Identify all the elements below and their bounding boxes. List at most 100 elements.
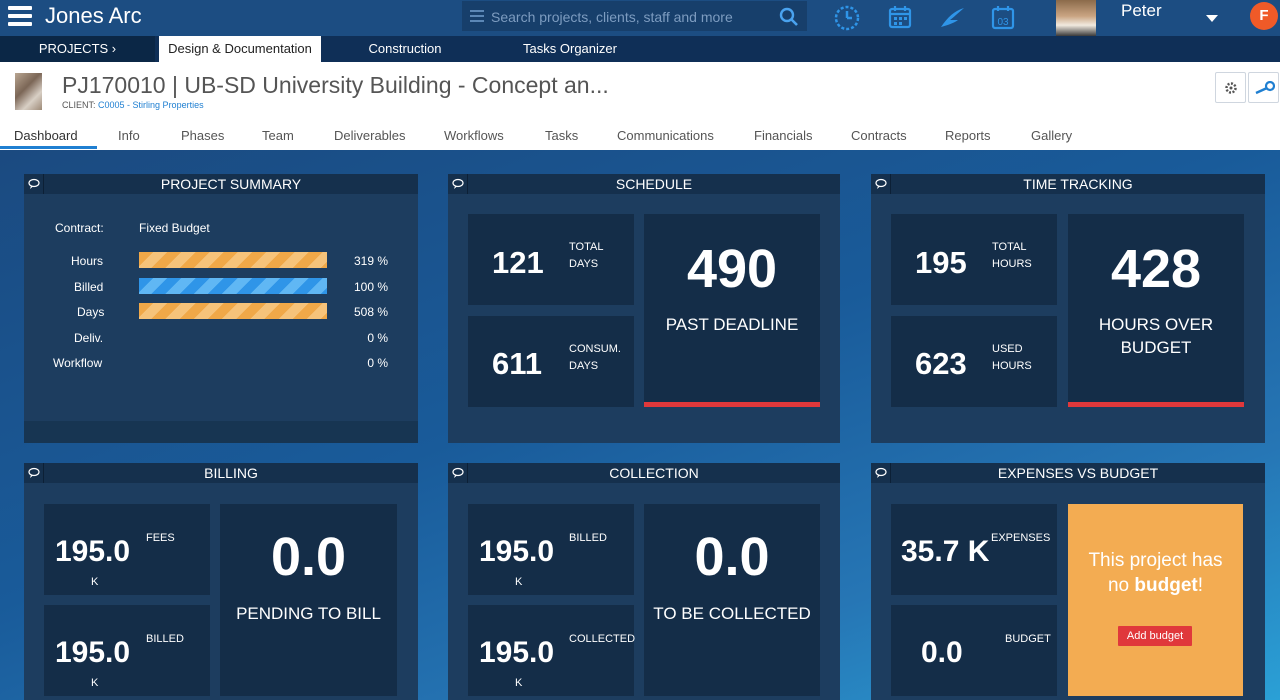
- tab-dashboard[interactable]: Dashboard: [14, 128, 78, 143]
- subnav-item-construction[interactable]: Construction: [368, 41, 442, 56]
- project-thumbnail: [15, 73, 42, 110]
- key-icon: [1255, 80, 1275, 95]
- budget-label: BUDGET: [1005, 633, 1051, 645]
- search-icon[interactable]: [779, 7, 799, 27]
- tab-gallery[interactable]: Gallery: [1031, 128, 1073, 143]
- comment-button[interactable]: [448, 174, 468, 194]
- comment-button[interactable]: [24, 174, 44, 194]
- project-tabs: Dashboard Info Phases Team Deliverables …: [0, 125, 1280, 150]
- panel-header: BILLING: [24, 463, 418, 483]
- project-client: CLIENT: C0005 - Stirling Properties: [62, 100, 204, 110]
- total-hours-tile: 195 TOTAL HOURS: [891, 214, 1057, 305]
- collected-value: 195.0: [479, 636, 555, 669]
- tab-phases[interactable]: Phases: [181, 128, 225, 143]
- collected-tile: 195.0 COLLECTED K: [468, 605, 635, 696]
- summary-row-pct: 100 %: [353, 280, 388, 294]
- billed-label: BILLED: [146, 633, 184, 645]
- calendar-icon[interactable]: [886, 3, 914, 31]
- tab-contracts[interactable]: Contracts: [851, 128, 907, 143]
- collection-panel: COLLECTION 195.0 BILLED K 195.0 COLLECTE…: [448, 463, 840, 700]
- total-hours-label: TOTAL HOURS: [992, 241, 1032, 270]
- billed-tile: 195.0 BILLED K: [44, 605, 210, 696]
- client-link[interactable]: C0005 - Stirling Properties: [98, 100, 204, 110]
- billing-panel: BILLING 195.0 FEES K 195.0 BILLED K 0.0 …: [24, 463, 418, 700]
- comment-button[interactable]: [448, 463, 468, 483]
- collection-billed-tile: 195.0 BILLED K: [468, 504, 634, 595]
- fees-label: FEES: [146, 532, 175, 544]
- menu-icon[interactable]: [8, 6, 32, 28]
- dashboard: PROJECT SUMMARY Contract: Fixed Budget H…: [0, 150, 1280, 700]
- panel-header: COLLECTION: [448, 463, 840, 483]
- project-title: PJ170010 | UB-SD University Building - C…: [62, 72, 609, 98]
- panel-title: SCHEDULE: [615, 176, 693, 192]
- subnav-item-design-documentation[interactable]: Design & Documentation: [159, 36, 321, 62]
- hours-over-budget-caption: HOURS OVER BUDGET: [1098, 315, 1214, 357]
- tab-info[interactable]: Info: [118, 128, 140, 143]
- active-tab-indicator: [0, 146, 97, 149]
- panel-title: PROJECT SUMMARY: [160, 176, 302, 192]
- fees-tile: 195.0 FEES K: [44, 504, 210, 595]
- past-deadline-value: 490: [686, 239, 778, 299]
- consumed-days-label: CONSUM. DAYS: [569, 343, 621, 372]
- summary-row-label: Billed: [74, 280, 104, 294]
- tab-team[interactable]: Team: [262, 128, 294, 143]
- comment-button[interactable]: [24, 463, 44, 483]
- tab-deliverables[interactable]: Deliverables: [334, 128, 406, 143]
- speech-bubble-icon: [452, 467, 464, 478]
- timer-icon[interactable]: [833, 3, 861, 31]
- pending-to-bill-caption: PENDING TO BILL: [236, 604, 381, 623]
- expenses-vs-budget-panel: EXPENSES VS BUDGET 35.7 K EXPENSES 0.0 B…: [871, 463, 1265, 700]
- to-be-collected-tile: 0.0 TO BE COLLECTED: [644, 504, 820, 696]
- subnav-item-tasks-organizer[interactable]: Tasks Organizer: [523, 41, 617, 56]
- collected-unit: K: [515, 677, 523, 689]
- brand-logo-icon[interactable]: F: [1250, 2, 1278, 30]
- consumed-days-value: 611: [492, 346, 543, 381]
- add-budget-button[interactable]: Add budget: [1118, 626, 1192, 646]
- tab-reports[interactable]: Reports: [945, 128, 991, 143]
- app-title[interactable]: Jones Arc: [45, 3, 142, 28]
- speech-bubble-icon: [28, 467, 40, 478]
- settings-button[interactable]: [1215, 72, 1246, 103]
- alert-bar: [644, 402, 820, 407]
- summary-row-label: Hours: [71, 254, 104, 268]
- chevron-down-icon[interactable]: [1206, 15, 1218, 22]
- gear-icon: [1224, 82, 1237, 94]
- expenses-tile: 35.7 K EXPENSES: [891, 504, 1057, 595]
- comment-button[interactable]: [871, 174, 891, 194]
- comment-button[interactable]: [871, 463, 891, 483]
- pending-to-bill-tile: 0.0 PENDING TO BILL: [220, 504, 397, 696]
- tab-communications[interactable]: Communications: [617, 128, 714, 143]
- feather-icon[interactable]: [938, 3, 966, 31]
- contract-label: Contract:: [55, 221, 104, 235]
- key-button[interactable]: [1248, 72, 1279, 103]
- budget-tile: 0.0 BUDGET: [891, 605, 1057, 696]
- speech-bubble-icon: [28, 178, 40, 189]
- total-days-tile: 121 TOTAL DAYS: [468, 214, 634, 305]
- past-deadline-tile: 490 PAST DEADLINE: [644, 214, 820, 407]
- project-summary-panel: PROJECT SUMMARY Contract: Fixed Budget H…: [24, 174, 418, 443]
- total-days-label: TOTAL DAYS: [569, 241, 604, 270]
- panel-title: BILLING: [204, 465, 258, 481]
- used-hours-label: USED HOURS: [992, 343, 1032, 372]
- tab-workflows[interactable]: Workflows: [444, 128, 504, 143]
- avatar[interactable]: [1056, 0, 1096, 36]
- tab-financials[interactable]: Financials: [754, 128, 813, 143]
- search-input[interactable]: Search projects, clients, staff and more: [491, 9, 733, 25]
- panel-header: EXPENSES VS BUDGET: [871, 463, 1265, 483]
- calendar-03-icon[interactable]: 03: [989, 3, 1017, 31]
- billed-value: 195.0: [55, 636, 131, 669]
- tab-tasks[interactable]: Tasks: [545, 128, 579, 143]
- expenses-value: 35.7 K: [901, 535, 990, 568]
- panel-title: TIME TRACKING: [1023, 176, 1133, 192]
- to-be-collected-caption: TO BE COLLECTED: [653, 604, 811, 623]
- time-tracking-panel: TIME TRACKING 195 TOTAL HOURS 623 USED HOU…: [871, 174, 1265, 443]
- collection-billed-value: 195.0: [479, 535, 555, 568]
- to-be-collected-value: 0.0: [694, 527, 770, 587]
- calendar-badge: 03: [997, 17, 1009, 28]
- user-name[interactable]: Peter: [1121, 1, 1162, 20]
- search-bar[interactable]: Search projects, clients, staff and more: [462, 1, 807, 31]
- no-budget-tile: This project has no budget! Add budget: [1068, 504, 1243, 696]
- speech-bubble-icon: [875, 467, 887, 478]
- fees-unit: K: [91, 576, 99, 588]
- projects-nav-button[interactable]: PROJECTS ›: [0, 36, 155, 62]
